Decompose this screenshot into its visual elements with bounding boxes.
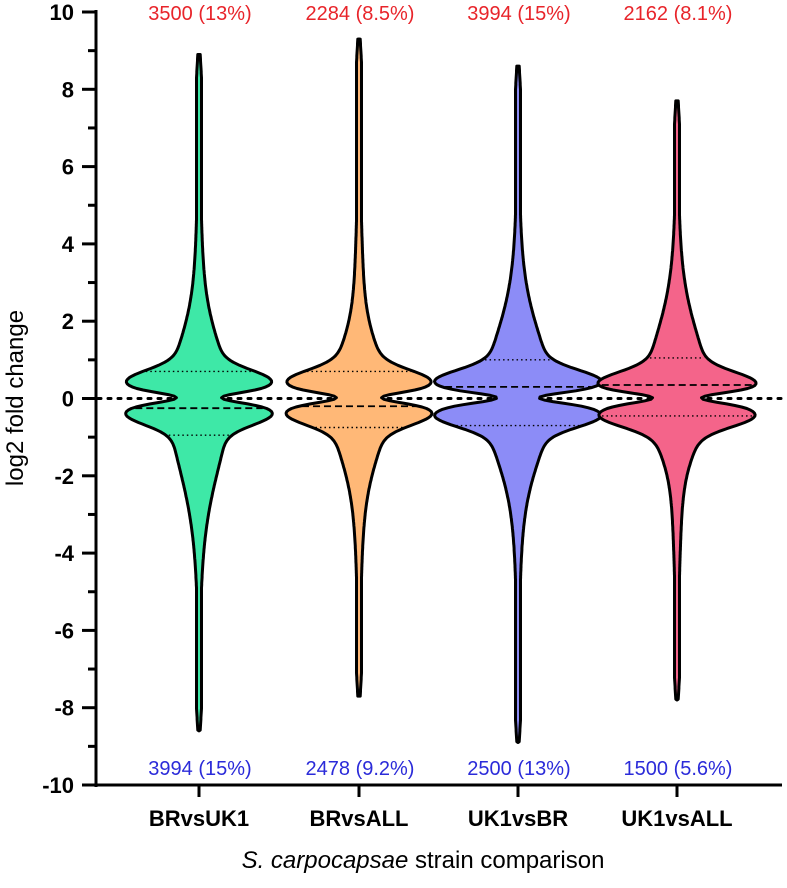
y-axis-title: log2 fold change <box>2 310 29 486</box>
x-axis-title-species: S. carpocapsae <box>242 847 409 874</box>
x-axis-title-rest: strain comparison <box>408 847 604 874</box>
upregulated-count-UK1vsALL: 2162 (8.1%) <box>624 3 733 25</box>
y-tick-label: 2 <box>62 309 74 334</box>
y-tick-label: 8 <box>62 77 74 102</box>
y-tick-label: -4 <box>54 541 74 566</box>
downregulated-count-UK1vsBR: 2500 (13%) <box>467 758 570 780</box>
x-category-label: BRvsUK1 <box>149 806 249 831</box>
count-labels: 3500 (13%) 3994 (15%) 2284 (8.5%) 2478 (9.2… <box>148 3 732 780</box>
x-category-label: UK1vsALL <box>621 806 732 831</box>
x-category-label: BRvsALL <box>309 806 408 831</box>
downregulated-count-BRvsUK1: 3994 (15%) <box>148 758 251 780</box>
upregulated-count-BRvsALL: 2284 (8.5%) <box>306 3 415 25</box>
y-tick-label: 0 <box>62 387 74 412</box>
x-axis: BRvsUK1 BRvsALL UK1vsBR UK1vsALL <box>95 783 782 831</box>
downregulated-count-UK1vsALL: 1500 (5.6%) <box>624 758 733 780</box>
violin-BRvsALL <box>284 37 434 698</box>
violin-BRvsUK1 <box>124 53 274 733</box>
y-tick-label: 4 <box>62 232 75 257</box>
y-axis: 10 8 6 4 2 0 -2 -4 -6 -8 -10 <box>42 0 98 798</box>
y-tick-label: -10 <box>42 773 74 798</box>
x-axis-title: S. carpocapsae strain comparison <box>242 847 605 874</box>
violin-UK1vsBR <box>433 64 603 744</box>
violins <box>124 37 758 744</box>
upregulated-count-BRvsUK1: 3500 (13%) <box>148 3 251 25</box>
x-category-label: UK1vsBR <box>468 806 568 831</box>
y-tick-label: -2 <box>54 464 74 489</box>
y-tick-label: 6 <box>62 155 74 180</box>
downregulated-count-BRvsALL: 2478 (9.2%) <box>306 758 415 780</box>
upregulated-count-UK1vsBR: 3994 (15%) <box>467 3 570 25</box>
y-tick-label: -8 <box>54 696 74 721</box>
y-tick-label: -6 <box>54 618 74 643</box>
violin-UK1vsALL <box>596 99 758 702</box>
y-tick-label: 10 <box>50 0 74 25</box>
